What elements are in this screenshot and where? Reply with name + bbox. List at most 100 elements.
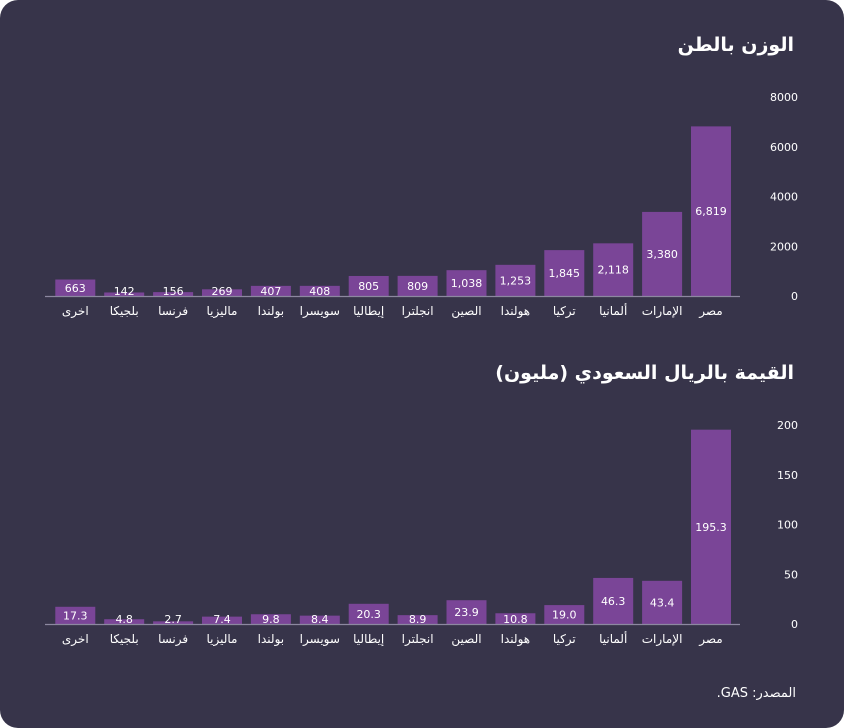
category-label: تركيا bbox=[553, 632, 576, 647]
bar-value-label: 2,118 bbox=[597, 264, 629, 277]
category-label: بولندا bbox=[258, 632, 284, 647]
bar-value-label: 10.8 bbox=[503, 613, 528, 626]
weight-bar-chart: 0 2000 4000 6000 8000 6,819 مصر 3,380 الإمارات 2,… bbox=[45, 91, 798, 319]
category-label: بلجيكا bbox=[110, 304, 139, 318]
y-tick-label: 0 bbox=[791, 290, 798, 303]
category-label: ألمانيا bbox=[599, 303, 627, 318]
bar bbox=[250, 614, 291, 624]
bar bbox=[593, 243, 634, 296]
y-tick-label: 50 bbox=[784, 568, 798, 581]
category-label: فرنسا bbox=[158, 304, 188, 319]
category-label: الصين bbox=[451, 304, 481, 319]
bar bbox=[202, 616, 242, 624]
category-label: سويسرا bbox=[300, 304, 340, 319]
category-label: الإمارات bbox=[642, 304, 683, 319]
category-label: ماليزيا bbox=[207, 304, 238, 319]
bar bbox=[104, 619, 145, 624]
bar-value-label: 8.4 bbox=[311, 613, 329, 626]
bar bbox=[250, 285, 291, 296]
bar-value-label: 195.3 bbox=[695, 521, 727, 534]
bar bbox=[691, 429, 731, 624]
bar bbox=[299, 285, 340, 296]
category-label: الصين bbox=[451, 632, 481, 647]
bar bbox=[153, 292, 194, 296]
category-label: انجلترا bbox=[402, 632, 434, 647]
bar bbox=[397, 615, 438, 624]
bar bbox=[446, 600, 487, 624]
bar bbox=[104, 292, 145, 296]
bar bbox=[55, 279, 96, 296]
category-label: ماليزيا bbox=[207, 632, 238, 647]
bar bbox=[544, 250, 585, 296]
value-chart-title: القيمة بالريال السعودي (مليون) bbox=[495, 362, 794, 384]
y-tick-label: 100 bbox=[777, 519, 798, 532]
category-label: تركيا bbox=[553, 304, 576, 319]
bar-value-label: 43.4 bbox=[650, 596, 675, 609]
bar bbox=[202, 289, 242, 296]
bar-value-label: 9.8 bbox=[262, 613, 280, 626]
bar-value-label: 269 bbox=[212, 285, 233, 298]
category-label: بولندا bbox=[258, 304, 284, 319]
category-label: فرنسا bbox=[158, 632, 188, 647]
bar bbox=[299, 615, 340, 624]
category-label: انجلترا bbox=[402, 304, 434, 319]
bar bbox=[642, 211, 683, 296]
category-label: بلجيكا bbox=[110, 632, 139, 646]
bar-value-label: 1,038 bbox=[451, 277, 483, 290]
bar-value-label: 142 bbox=[114, 285, 135, 298]
category-label: اخرى bbox=[62, 632, 89, 647]
bar bbox=[348, 275, 389, 296]
category-label: إيطاليا bbox=[353, 632, 384, 646]
y-tick-label: 150 bbox=[777, 469, 798, 482]
bar bbox=[348, 603, 389, 624]
bar-value-label: 46.3 bbox=[601, 595, 626, 608]
bar-value-label: 3,380 bbox=[646, 248, 678, 261]
y-tick-label: 200 bbox=[777, 419, 798, 432]
category-label: اخرى bbox=[62, 304, 89, 319]
bar bbox=[544, 605, 585, 624]
category-label: مصر bbox=[698, 632, 722, 647]
y-tick-label: 0 bbox=[791, 618, 798, 631]
category-label: ألمانيا bbox=[599, 631, 627, 646]
y-tick-label: 6000 bbox=[770, 141, 798, 154]
bar bbox=[642, 580, 683, 624]
bar-value-label: 17.3 bbox=[63, 609, 88, 622]
bar-value-label: 1,845 bbox=[549, 267, 581, 280]
category-label: إيطاليا bbox=[353, 304, 384, 318]
source-note: المصدر: GAS. bbox=[716, 686, 796, 701]
bar-value-label: 4.8 bbox=[115, 613, 133, 626]
bar-value-label: 805 bbox=[358, 280, 379, 293]
bar-value-label: 407 bbox=[260, 285, 281, 298]
bar bbox=[55, 606, 96, 624]
category-label: هولندا bbox=[501, 304, 530, 319]
bar bbox=[397, 275, 438, 296]
bar bbox=[691, 126, 731, 296]
bar-value-label: 663 bbox=[65, 282, 86, 295]
bar-value-label: 408 bbox=[309, 285, 330, 298]
bar-value-label: 23.9 bbox=[454, 606, 479, 619]
bar bbox=[153, 621, 194, 624]
bar-value-label: 6,819 bbox=[695, 205, 727, 218]
category-label: هولندا bbox=[501, 632, 530, 647]
bar bbox=[446, 270, 487, 296]
bar-value-label: 156 bbox=[163, 285, 184, 298]
bar-value-label: 809 bbox=[407, 280, 428, 293]
y-tick-label: 4000 bbox=[770, 191, 798, 204]
bar-value-label: 7.4 bbox=[213, 613, 231, 626]
bar bbox=[495, 264, 536, 296]
bar-value-label: 2.7 bbox=[164, 613, 182, 626]
category-label: مصر bbox=[698, 304, 722, 319]
bar-value-label: 20.3 bbox=[356, 608, 381, 621]
y-tick-label: 2000 bbox=[770, 240, 798, 253]
bar bbox=[593, 577, 634, 624]
bar bbox=[495, 613, 536, 624]
bar-value-label: 19.0 bbox=[552, 609, 577, 622]
category-label: الإمارات bbox=[642, 632, 683, 647]
category-label: سويسرا bbox=[300, 632, 340, 647]
y-tick-label: 8000 bbox=[770, 91, 798, 104]
value-bar-chart: 0 50 100 150 200 195.3 مصر 43.4 الإمارات 46.3 ألما… bbox=[45, 419, 798, 647]
weight-chart-title: الوزن بالطن bbox=[677, 34, 794, 56]
bar-value-label: 1,253 bbox=[500, 274, 532, 287]
bar-value-label: 8.9 bbox=[409, 613, 427, 626]
